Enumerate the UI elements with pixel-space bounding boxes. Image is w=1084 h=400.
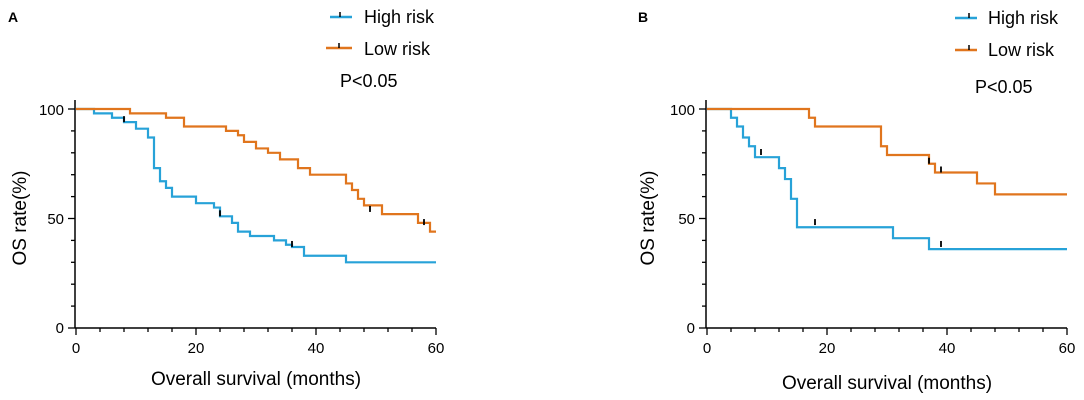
panel-a-legend: High risk Low risk xyxy=(326,7,435,59)
panel-a-x-axis: 0 20 40 60 Overall survival (months) xyxy=(72,327,445,390)
panel-b: B High risk Low risk P<0.05 100 50 0 OS … xyxy=(638,8,1075,394)
x-tick-label-60: 60 xyxy=(1059,340,1076,357)
legend-low-risk-label: Low risk xyxy=(988,40,1055,60)
legend-high-risk-label: High risk xyxy=(364,7,435,27)
y-tick-label-100: 100 xyxy=(670,102,695,119)
low-risk-survival-line xyxy=(76,107,436,233)
panel-b-label: B xyxy=(638,9,648,25)
x-tick-label-40: 40 xyxy=(308,340,325,357)
x-tick-label-20: 20 xyxy=(819,340,836,357)
y-ticks xyxy=(699,108,706,329)
y-axis-title: OS rate(%) xyxy=(638,170,659,265)
high-risk-survival-line xyxy=(707,107,1067,251)
x-axis-title: Overall survival (months) xyxy=(151,369,361,390)
y-tick-label-50: 50 xyxy=(47,211,64,228)
panel-b-p-value: P<0.05 xyxy=(975,77,1033,97)
x-tick-label-20: 20 xyxy=(188,340,205,357)
x-tick-label-60: 60 xyxy=(428,340,445,357)
x-tick-label-0: 0 xyxy=(72,340,80,357)
y-ticks xyxy=(68,108,75,329)
panel-b-plot xyxy=(707,107,1067,251)
y-tick-label-100: 100 xyxy=(39,102,64,119)
panel-b-legend: High risk Low risk xyxy=(955,8,1059,60)
y-tick-label-50: 50 xyxy=(678,211,695,228)
panel-b-y-axis: 100 50 0 OS rate(%) xyxy=(638,100,707,337)
x-axis-title: Overall survival (months) xyxy=(782,373,992,394)
panel-b-x-axis: 0 20 40 60 Overall survival (months) xyxy=(703,327,1076,394)
y-axis-title: OS rate(%) xyxy=(10,170,31,265)
panel-a: A High risk Low risk P<0.05 100 50 0 OS … xyxy=(8,7,444,390)
panel-a-label: A xyxy=(8,9,18,25)
low-risk-survival-line xyxy=(707,107,1067,196)
y-tick-label-0: 0 xyxy=(687,320,695,337)
x-tick-label-40: 40 xyxy=(939,340,956,357)
x-tick-label-0: 0 xyxy=(703,340,711,357)
x-ticks xyxy=(706,328,1068,335)
panel-a-p-value: P<0.05 xyxy=(340,71,398,91)
high-risk-survival-line xyxy=(76,107,436,264)
panel-a-y-axis: 100 50 0 OS rate(%) xyxy=(10,100,76,337)
x-ticks xyxy=(75,328,437,335)
legend-high-risk-label: High risk xyxy=(988,8,1059,28)
legend-low-risk-label: Low risk xyxy=(364,39,431,59)
y-tick-label-0: 0 xyxy=(56,320,64,337)
panel-a-plot xyxy=(76,107,436,264)
